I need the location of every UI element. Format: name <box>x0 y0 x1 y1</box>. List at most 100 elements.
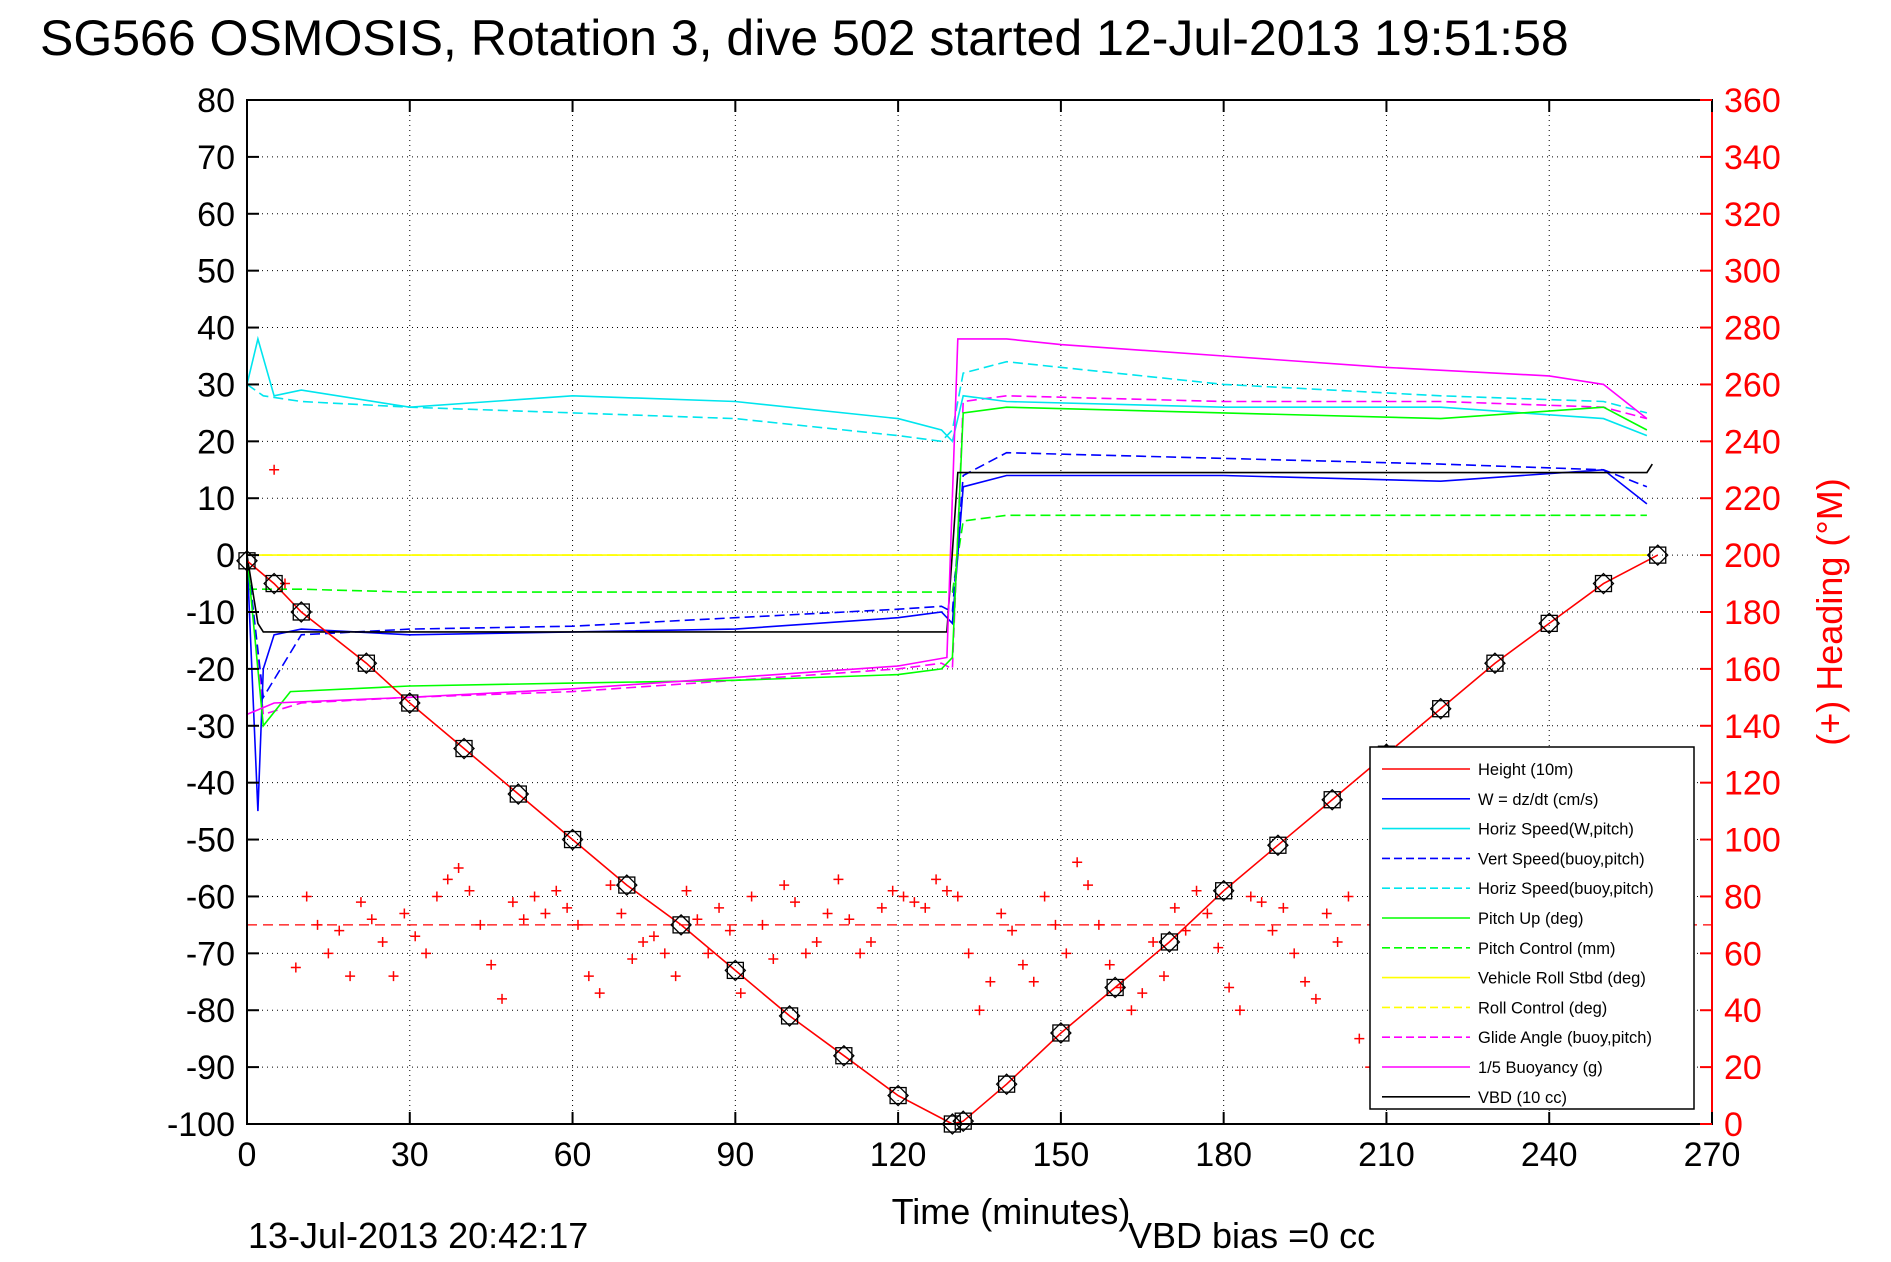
heading-marker <box>1158 971 1169 982</box>
series-line-9 <box>246 394 1648 716</box>
heading-marker <box>627 954 638 965</box>
height-marker-diamond <box>561 828 584 851</box>
height-marker-diamond <box>952 1110 975 1133</box>
y-tick-label: 30 <box>197 366 235 404</box>
heading-marker <box>659 948 670 959</box>
y2-tick-label: 320 <box>1724 196 1781 234</box>
y-tick-label: 0 <box>216 537 235 575</box>
heading-marker <box>822 908 833 919</box>
height-marker-square <box>509 785 527 803</box>
y-tick-label: -40 <box>186 765 235 803</box>
heading-marker <box>290 962 301 973</box>
y2-tick-label: 260 <box>1724 366 1781 404</box>
height-marker-square <box>265 574 283 593</box>
height-marker-diamond <box>1321 788 1344 811</box>
y2-tick-label: 200 <box>1724 537 1781 575</box>
series-line-1 <box>246 468 1648 812</box>
heading-marker <box>1017 959 1028 970</box>
y2-tick-label: 300 <box>1724 253 1781 291</box>
height-marker-square <box>292 603 310 621</box>
heading-marker <box>844 914 855 925</box>
heading-marker <box>638 936 649 947</box>
legend-label: Glide Angle (buoy,pitch) <box>1478 1029 1652 1047</box>
x-tick-labels: 0 30 60 90 120 150 180 210 240 270 <box>238 1136 1741 1174</box>
heading-marker <box>1028 976 1039 987</box>
heading-marker <box>431 891 442 902</box>
heading-marker <box>692 914 703 925</box>
heading-marker <box>562 902 573 913</box>
height-marker-diamond <box>453 737 475 760</box>
height-marker-diamond <box>1646 544 1669 567</box>
height-marker-diamond <box>1212 879 1235 902</box>
series-layer <box>246 335 1659 1125</box>
legend-label: Horiz Speed(buoy,pitch) <box>1478 880 1654 898</box>
y-tick-label: 80 <box>197 82 235 120</box>
heading-marker <box>1039 891 1050 902</box>
height-marker-diamond <box>398 692 421 714</box>
series-line-4 <box>246 360 1648 443</box>
heading-marker <box>388 971 399 982</box>
x-tick-label: 270 <box>1684 1136 1741 1174</box>
heading-marker <box>355 897 366 908</box>
y-tick-label: -70 <box>186 935 235 973</box>
legend-label: W = dz/dt (cm/s) <box>1478 791 1599 809</box>
y2-tick-label: 80 <box>1724 878 1762 916</box>
series-line-3 <box>246 451 1648 700</box>
height-marker-diamond <box>507 783 530 805</box>
heading-marker <box>714 902 725 913</box>
y-tick-label: -80 <box>186 992 235 1030</box>
height-marker-diamond <box>1267 834 1289 857</box>
height-marker-square <box>672 916 690 934</box>
heading-marker <box>963 948 974 959</box>
heading-marker <box>518 914 529 925</box>
height-marker-square <box>889 1086 907 1105</box>
heading-marker <box>974 1005 985 1016</box>
heading-marker <box>269 464 280 475</box>
y2-tick-label: 140 <box>1724 708 1781 746</box>
footer-vbd-bias: VBD bias =0 cc <box>1128 1215 1375 1256</box>
heading-marker <box>1061 948 1072 959</box>
height-markers <box>236 544 1669 1135</box>
legend: Height (10m) W = dz/dt (cm/s) Horiz Speed(… <box>1369 746 1695 1110</box>
heading-marker <box>1072 857 1083 868</box>
y2-tick-label: 40 <box>1724 992 1762 1030</box>
x-tick-label: 120 <box>870 1136 927 1174</box>
heading-marker <box>334 925 345 936</box>
series-line-6 <box>247 514 1647 593</box>
heading-marker <box>1300 976 1311 987</box>
height-marker-diamond <box>832 1044 855 1067</box>
x-tick-label: 180 <box>1195 1136 1252 1174</box>
y-tick-label: 20 <box>197 423 235 461</box>
heading-marker <box>865 936 876 947</box>
y2-tick-label: 20 <box>1724 1049 1762 1087</box>
heading-marker <box>931 874 942 885</box>
height-marker-square <box>1323 791 1341 809</box>
legend-label: Pitch Up (deg) <box>1478 910 1583 928</box>
y-tick-label: 50 <box>197 253 235 291</box>
y-tick-label: 40 <box>197 310 235 348</box>
x-tick-label: 240 <box>1521 1136 1578 1174</box>
height-marker-square <box>997 1075 1016 1093</box>
heading-marker <box>572 919 583 930</box>
heading-marker <box>746 891 757 902</box>
height-marker-diamond <box>1484 652 1506 675</box>
x-tick-label: 150 <box>1033 1136 1090 1174</box>
heading-marker <box>399 908 410 919</box>
height-marker-diamond <box>1538 612 1561 635</box>
heading-marker <box>898 891 909 902</box>
height-marker-diamond <box>1049 1022 1072 1044</box>
heading-marker <box>616 908 627 919</box>
heading-marker <box>464 885 475 896</box>
heading-marker <box>583 971 594 982</box>
heading-marker <box>876 902 887 913</box>
heading-marker <box>540 908 551 919</box>
y2-tick-label: 0 <box>1724 1106 1743 1144</box>
heading-marker <box>996 908 1007 919</box>
heading-marker <box>909 897 920 908</box>
height-marker-square <box>1540 614 1558 633</box>
y-tick-label: -100 <box>167 1106 235 1144</box>
heading-marker <box>1310 993 1321 1004</box>
heading-marker <box>790 897 801 908</box>
height-marker-diamond <box>670 913 692 936</box>
